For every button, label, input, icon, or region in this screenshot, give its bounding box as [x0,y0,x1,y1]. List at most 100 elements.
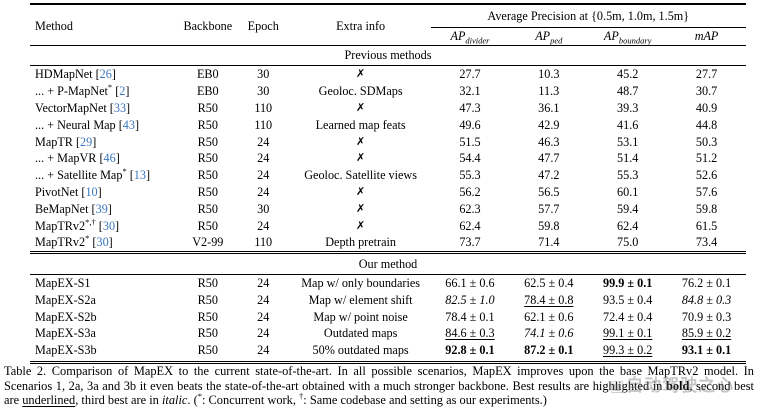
table-row: MapEX-S2a R50 24 Map w/ element shift 82.5 ±… [30,292,746,309]
ap-value-cell: 56.5 [538,184,560,199]
ap-value-cell: 78.4 ± 0.8 [524,292,574,307]
ap-value-cell: 75.0 [617,235,639,250]
comparison-table: Method Backbone Epoch Extra info Average… [30,3,746,364]
ap-value-cell: 99.1 ± 0.1 [602,326,653,341]
caption-segment: italic [161,393,188,408]
no-extra-info-cross-icon: ✗ [356,67,366,81]
method-name: MapEX-S3a [35,326,96,341]
epoch-cell: 24 [257,168,270,183]
citation-link[interactable]: 26 [99,67,112,82]
citation-link[interactable]: 30 [102,218,116,233]
table-row: ... + P-MapNet* [2] EB0 30 Geoloc. SDMaps 32… [30,83,746,100]
column-header-ap-ped: APped [509,27,589,46]
ap-value-cell: 73.7 [459,235,481,250]
ap-value-cell: 66.1 ± 0.6 [445,275,495,290]
ap-symbol: mAP [694,28,719,43]
citation-link[interactable]: 13 [133,168,146,183]
ap-symbol: AP [535,28,551,43]
ap-value-cell: 36.1 [538,100,560,115]
citation-link[interactable]: 2 [119,84,126,99]
column-header-epoch: Epoch [235,4,291,46]
column-header-extra-info: Extra info [290,4,431,46]
citation-link[interactable]: 46 [103,151,116,166]
table-row: MapTRv2*,† [30] R50 24 ✗ 62.4 59.8 62.4 61.5 [30,217,746,235]
ap-symbol: AP [603,28,619,43]
extra-info-cell: Outdated maps [323,326,398,341]
method-name: MapTR [35,134,73,149]
ap-value-cell: 62.5 ± 0.4 [524,275,574,290]
backbone-cell: EB0 [196,84,219,99]
ap-value-cell: 61.5 [695,218,718,233]
ap-value-cell: 11.3 [538,84,560,99]
ap-value-cell: 54.4 [459,151,481,166]
ap-value-cell: 32.1 [459,84,481,99]
citation-link[interactable]: 30 [96,235,109,250]
backbone-cell: R50 [197,292,218,307]
ap-subscript: boundary [618,35,652,46]
method-superscript: * [122,166,127,177]
section-label: Previous methods [30,45,746,67]
table-row: ... + Satellite Map* [13] R50 24 Geoloc. Sa… [30,167,746,184]
ap-value-cell: 84.8 ± 0.3 [681,292,732,307]
method-name: MapEX-S2b [35,309,97,324]
epoch-cell: 24 [257,134,270,149]
citation-link[interactable]: 10 [85,184,98,199]
caption-segment: , second best are [4,378,754,408]
method-name: MapEX-S1 [35,275,91,290]
caption-segment: bold [665,378,690,393]
ap-value-cell: 78.4 ± 0.1 [445,309,495,324]
epoch-cell: 24 [257,292,270,307]
header-row-top: Method Backbone Epoch Extra info Average… [30,4,746,46]
table-row: ... + MapVR [46] R50 24 ✗ 54.4 47.7 51.4 51.2 [30,150,746,167]
method-name: ... + Satellite Map [35,168,123,183]
no-extra-info-cross-icon: ✗ [356,134,366,148]
ap-value-cell: 47.7 [538,151,560,166]
ap-value-cell: 62.4 [459,218,481,233]
ap-value-cell: 59.8 [695,201,718,216]
ap-value-cell: 49.6 [459,117,481,132]
epoch-cell: 110 [254,117,273,132]
caption-segment: : Concurrent work, [202,393,300,408]
method-cell: ... + Neural Map [43] [35,117,140,132]
ap-value-cell: 55.3 [459,168,481,183]
table-row: MapEX-S3b R50 24 50% outdated maps 92.8 ± 0.… [30,342,746,364]
extra-info-cell: Geoloc. SDMaps [318,84,403,99]
caption-segment: , third best are in [75,393,162,408]
ap-value-cell: 72.4 ± 0.4 [602,309,653,324]
caption-segment: . ( [187,393,198,408]
method-cell: MapEX-S3b [30,342,180,364]
caption-segment: underlined [22,393,76,408]
ap-value-cell: 41.6 [617,117,639,132]
citation-link[interactable]: 39 [95,201,108,216]
ap-value-cell: 46.3 [538,134,560,149]
method-name: MapTRv2 [35,218,86,233]
table-row: MapTR [29] R50 24 ✗ 51.5 46.3 53.1 50.3 [30,134,746,151]
backbone-cell: R50 [197,309,218,324]
ap-value-cell: 70.9 ± 0.3 [681,309,732,324]
ap-value-cell: 82.5 ± 1.0 [445,292,495,307]
method-cell: MapEX-S1 [30,274,180,291]
backbone-cell: R50 [197,275,218,290]
caption-segment: † [299,391,304,402]
ap-value-cell: 73.4 [695,235,718,250]
citation-link[interactable]: 33 [113,100,127,115]
table-row: MapEX-S2b R50 24 Map w/ point noise 78.4 ± 0… [30,309,746,326]
epoch-cell: 30 [257,67,270,82]
ap-value-cell: 92.8 ± 0.1 [430,342,510,364]
method-cell: BeMapNet [39] [35,201,112,216]
extra-info-cell: Map w/ only boundaries [301,275,421,290]
ap-value-cell: 56.2 [459,184,481,199]
method-name: ... + Neural Map [35,117,116,132]
ap-value-cell: 50.3 [695,134,718,149]
backbone-cell: R50 [197,134,218,149]
citation-link[interactable]: 43 [122,117,135,132]
epoch-cell: 30 [257,201,270,216]
ap-value-cell: 71.4 [538,235,560,250]
epoch-cell: 24 [235,342,291,364]
ap-value-cell: 60.1 [617,184,639,199]
ap-value-cell: 59.4 [617,201,639,216]
no-extra-info-cross-icon: ✗ [356,218,366,232]
method-superscript: * [85,233,90,244]
citation-link[interactable]: 29 [80,134,93,149]
